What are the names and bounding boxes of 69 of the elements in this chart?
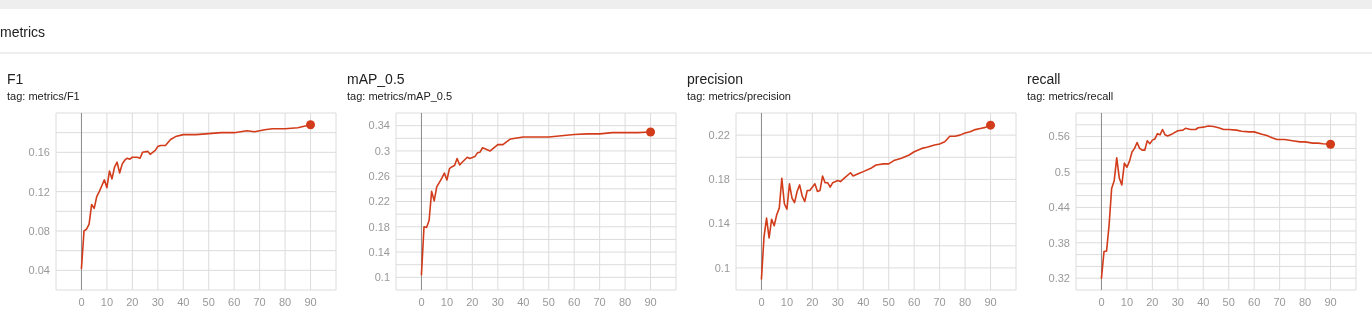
x-tick-label: 0 [78, 296, 85, 308]
x-tick-label: 60 [1248, 296, 1261, 308]
y-tick-label: 0.1 [374, 271, 390, 284]
x-tick-label: 70 [593, 296, 606, 308]
x-tick-label: 30 [1171, 296, 1184, 308]
chart-subtitle: tag: metrics/mAP_0.5 [347, 90, 453, 102]
x-tick-label: 80 [278, 296, 292, 308]
x-tick-label: 40 [1197, 296, 1210, 308]
x-tick-label: 0 [418, 296, 425, 308]
text: metrics [0, 24, 46, 40]
x-tick-label: 10 [100, 296, 114, 308]
x-tick-label: 40 [517, 296, 530, 308]
chart-subtitle: tag: metrics/F1 [7, 90, 80, 102]
chart-title: precision [687, 71, 744, 87]
y-tick-label: 0.5 [1054, 165, 1070, 178]
chart-subtitle: tag: metrics/recall [1027, 90, 1114, 102]
x-tick-label: 20 [1146, 296, 1159, 308]
x-tick-label: 60 [908, 296, 921, 308]
y-tick-label: 0.44 [1048, 201, 1070, 214]
y-tick-label: 0.32 [1048, 272, 1070, 285]
y-tick-label: 0.22 [708, 128, 730, 141]
x-tick-label: 30 [491, 296, 504, 308]
x-tick-label: 20 [126, 296, 139, 308]
chart-subtitle: tag: metrics/precision [687, 90, 791, 102]
y-tick-label: 0.26 [368, 170, 390, 183]
x-tick-label: 20 [466, 296, 479, 308]
y-tick-label: 0.56 [1048, 130, 1070, 143]
x-tick-label: 0 [758, 296, 765, 308]
chart-title: F1 [7, 71, 24, 87]
y-tick-label: 0.08 [28, 224, 50, 237]
x-tick-label: 60 [568, 296, 581, 308]
x-tick-label: 10 [1120, 296, 1134, 308]
x-tick-label: 0 [1098, 296, 1105, 308]
x-tick-label: 70 [933, 296, 946, 308]
x-tick-label: 80 [958, 296, 972, 308]
x-tick-label: 90 [984, 296, 997, 308]
x-tick-label: 60 [228, 296, 241, 308]
x-tick-label: 50 [542, 296, 555, 308]
y-tick-label: 0.14 [368, 245, 390, 258]
x-tick-label: 70 [253, 296, 266, 308]
y-tick-label: 0.12 [28, 185, 50, 198]
y-tick-label: 0.18 [708, 173, 730, 186]
y-tick-label: 0.3 [374, 144, 390, 157]
x-tick-label: 80 [618, 296, 632, 308]
x-tick-label: 90 [304, 296, 317, 308]
x-tick-label: 20 [806, 296, 819, 308]
chart-title: recall [1027, 71, 1061, 87]
x-tick-label: 80 [1298, 296, 1312, 308]
x-tick-label: 50 [202, 296, 215, 308]
x-tick-label: 40 [857, 296, 870, 308]
y-tick-label: 0.1 [714, 261, 730, 274]
y-tick-label: 0.22 [368, 195, 390, 208]
y-tick-label: 0.04 [28, 264, 50, 277]
x-tick-label: 90 [644, 296, 657, 308]
x-tick-label: 50 [882, 296, 895, 308]
x-tick-label: 70 [1273, 296, 1286, 308]
y-tick-label: 0.18 [368, 220, 390, 233]
x-tick-label: 10 [440, 296, 454, 308]
x-tick-label: 30 [831, 296, 844, 308]
x-tick-label: 90 [1324, 296, 1337, 308]
y-tick-label: 0.16 [28, 146, 50, 159]
x-tick-label: 40 [177, 296, 190, 308]
x-tick-label: 30 [151, 296, 164, 308]
y-tick-label: 0.14 [708, 217, 730, 230]
chart-title: mAP_0.5 [347, 71, 405, 87]
x-tick-label: 10 [780, 296, 794, 308]
y-tick-label: 0.34 [368, 119, 390, 132]
y-tick-label: 0.38 [1048, 236, 1070, 249]
x-tick-label: 50 [1222, 296, 1235, 308]
